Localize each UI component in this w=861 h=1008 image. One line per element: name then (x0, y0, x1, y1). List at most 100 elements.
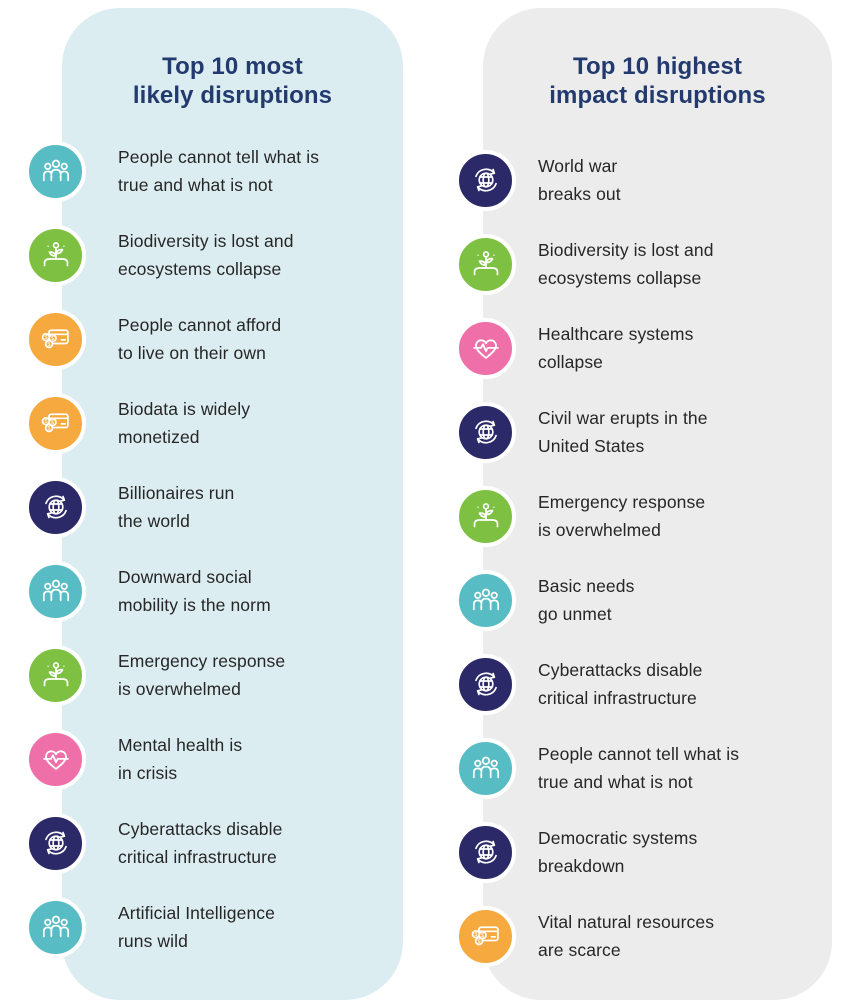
disruption-text: Downward social mobility is the norm (118, 563, 271, 619)
title-line2: impact disruptions (549, 82, 766, 109)
disruption-text-line1: People cannot tell what is (538, 744, 740, 764)
panel-most-likely-disruptions: Top 10 most likely disruptions People ca… (25, 8, 403, 1000)
disruption-text-line2: is overwhelmed (118, 679, 241, 699)
disruption-text-line1: Biodiversity is lost and (118, 231, 294, 251)
disruption-text-line2: ecosystems collapse (538, 268, 702, 288)
disruption-item: People cannot tell what is true and what … (25, 129, 403, 213)
disruption-text-line1: Billionaires run (118, 483, 235, 503)
disruption-text-line1: Cyberattacks disable (118, 819, 283, 839)
disruption-text-line2: true and what is not (538, 772, 693, 792)
svg-text:$: $ (474, 932, 477, 938)
svg-text:$: $ (47, 342, 50, 348)
disruption-text: Biodiversity is lost and ecosystems colla… (118, 227, 294, 283)
disruption-text-line2: runs wild (118, 931, 188, 951)
disruption-item: World war breaks out (455, 138, 832, 222)
disruption-text: Cyberattacks disable critical infrastruct… (118, 815, 282, 871)
people-icon (455, 569, 516, 631)
plant-icon (25, 224, 86, 286)
disruption-text: Artificial Intelligence runs wild (118, 899, 275, 955)
disruption-text-line1: People cannot afford (118, 315, 282, 335)
globe-icon (455, 149, 516, 211)
plant-icon (25, 644, 86, 706)
panel-highest-impact-disruptions: Top 10 highest impact disruptions World … (455, 8, 832, 1000)
globe-icon (455, 821, 516, 883)
disruption-text-line2: critical infrastructure (538, 688, 697, 708)
disruption-text-line2: go unmet (538, 604, 612, 624)
disruption-text: Healthcare systems collapse (538, 320, 693, 376)
plant-icon (455, 485, 516, 547)
disruption-item: Biodiversity is lost and ecosystems colla… (455, 222, 832, 306)
globe-icon (25, 476, 86, 538)
disruption-text: Mental health is in crisis (118, 731, 242, 787)
disruption-item: Emergency response is overwhelmed (455, 474, 832, 558)
heart-icon (25, 728, 86, 790)
disruption-text-line1: Civil war erupts in the (538, 408, 708, 428)
disruption-text-line2: are scarce (538, 940, 621, 960)
disruption-text-line1: People cannot tell what is (118, 147, 320, 167)
disruption-item: Civil war erupts in the United States (455, 390, 832, 474)
items-list-highest-impact: World war breaks out Biodiversity is lost… (455, 138, 832, 978)
disruption-item: Artificial Intelligence runs wild (25, 885, 403, 969)
money-icon: $ $ $ (25, 392, 86, 454)
svg-text:$: $ (477, 939, 480, 945)
disruption-text: Civil war erupts in the United States (538, 404, 708, 460)
disruption-text: Basic needs go unmet (538, 572, 634, 628)
disruption-item: $ $ $ Vital natural resources are scarce (455, 894, 832, 978)
title-line2: likely disruptions (132, 82, 333, 109)
disruption-text: Biodata is widely monetized (118, 395, 250, 451)
disruption-text: Vital natural resources are scarce (538, 908, 714, 964)
disruption-item: $ $ $ Biodata is widely monetized (25, 381, 403, 465)
disruption-item: People cannot tell what is true and what … (455, 726, 832, 810)
disruption-item: Emergency response is overwhelmed (25, 633, 403, 717)
disruption-item: Cyberattacks disable critical infrastruct… (25, 801, 403, 885)
disruption-text-line1: Biodata is widely (118, 399, 251, 419)
disruption-text-line2: is overwhelmed (538, 520, 661, 540)
disruption-text-line1: World war (538, 156, 618, 176)
people-icon (25, 140, 86, 202)
heart-icon (455, 317, 516, 379)
svg-text:$: $ (481, 933, 484, 939)
disruption-text: People cannot tell what is true and what … (118, 143, 319, 199)
disruption-text-line2: to live on their own (118, 343, 266, 363)
disruption-text-line1: Healthcare systems (538, 324, 694, 344)
disruption-item: Cyberattacks disable critical infrastruct… (455, 642, 832, 726)
svg-text:$: $ (51, 420, 54, 426)
disruption-text: Emergency response is overwhelmed (118, 647, 285, 703)
disruption-text: People cannot tell what is true and what … (538, 740, 739, 796)
items-list-most-likely: People cannot tell what is true and what … (25, 129, 403, 969)
disruption-text-line1: Biodiversity is lost and (538, 240, 714, 260)
disruption-text-line2: collapse (538, 352, 604, 372)
disruption-item: $ $ $ People cannot afford to live on the… (25, 297, 403, 381)
people-icon (25, 560, 86, 622)
people-icon (25, 896, 86, 958)
disruption-text-line1: Emergency response (118, 651, 286, 671)
disruption-text: People cannot afford to live on their own (118, 311, 281, 367)
disruption-text-line2: breaks out (538, 184, 621, 204)
disruption-text-line2: critical infrastructure (118, 847, 277, 867)
disruption-text-line1: Emergency response (538, 492, 706, 512)
people-icon (455, 737, 516, 799)
disruption-text-line2: monetized (118, 427, 200, 447)
title-line1: Top 10 most (162, 53, 303, 80)
disruption-text-line2: in crisis (118, 763, 178, 783)
svg-text:$: $ (47, 426, 50, 432)
disruption-text-line1: Basic needs (538, 576, 635, 596)
disruption-text: Democratic systems breakdown (538, 824, 697, 880)
disruption-text-line2: true and what is not (118, 175, 273, 195)
disruption-text-line2: breakdown (538, 856, 625, 876)
money-icon: $ $ $ (25, 308, 86, 370)
disruption-item: Basic needs go unmet (455, 558, 832, 642)
disruption-text: Biodiversity is lost and ecosystems colla… (538, 236, 714, 292)
svg-text:$: $ (44, 335, 47, 341)
disruption-text-line2: ecosystems collapse (118, 259, 282, 279)
disruption-text-line1: Vital natural resources (538, 912, 715, 932)
disruption-item: Mental health is in crisis (25, 717, 403, 801)
disruption-item: Democratic systems breakdown (455, 810, 832, 894)
disruption-text-line2: the world (118, 511, 190, 531)
disruption-text-line2: mobility is the norm (118, 595, 271, 615)
plant-icon (455, 233, 516, 295)
disruption-item: Biodiversity is lost and ecosystems colla… (25, 213, 403, 297)
disruption-text-line1: Mental health is (118, 735, 243, 755)
globe-icon (455, 401, 516, 463)
